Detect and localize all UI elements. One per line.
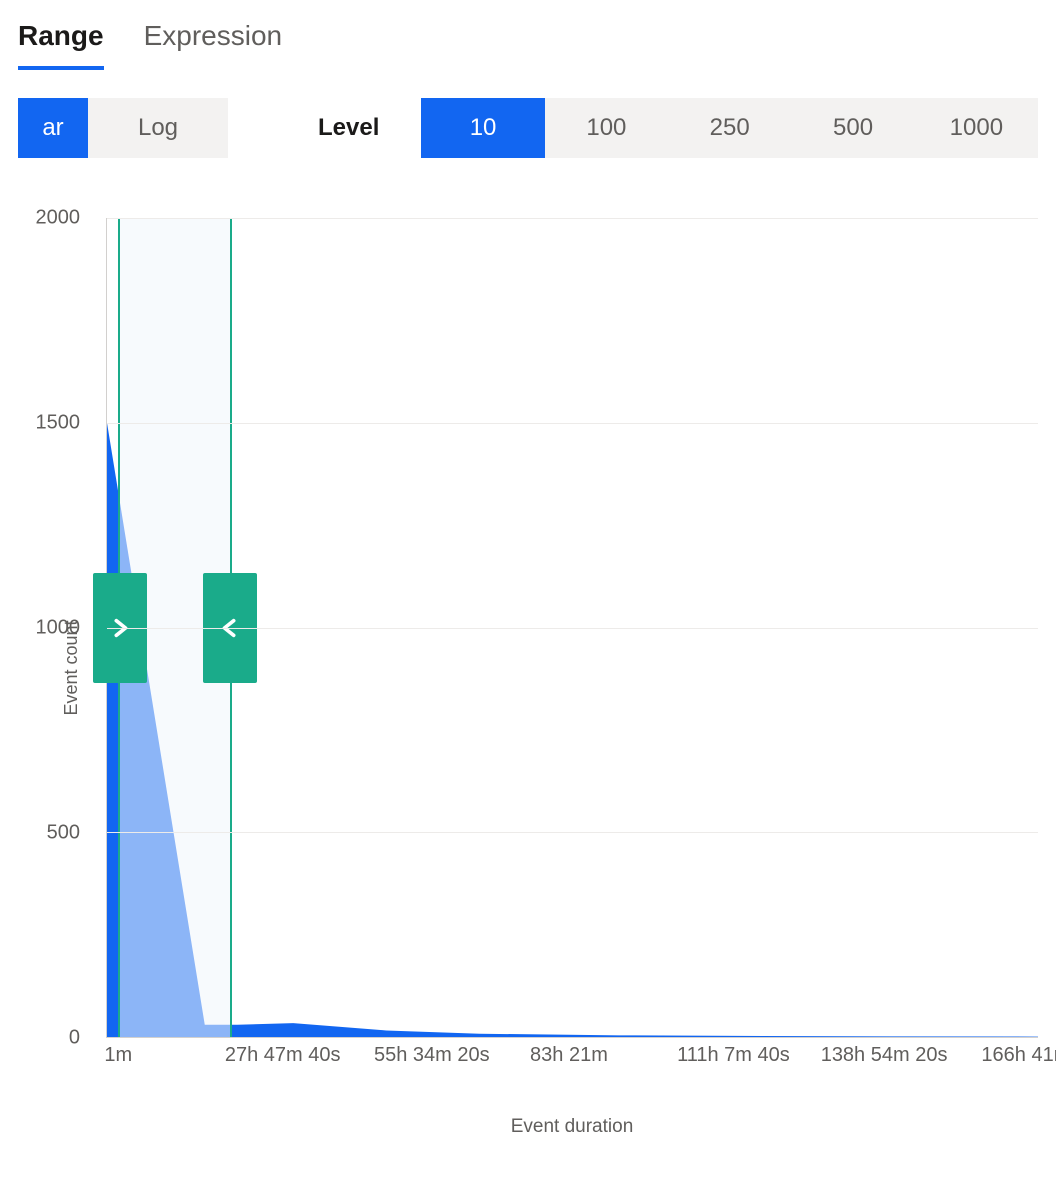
controls-row: ar Log Level 10 100 250 500 1000 xyxy=(18,98,1038,158)
x-tick: 138h 54m 20s xyxy=(821,1044,948,1067)
x-tick: 27h 47m 40s xyxy=(225,1044,341,1067)
level-500-button[interactable]: 500 xyxy=(791,98,914,158)
y-tick: 0 xyxy=(10,1027,80,1050)
scale-toggle: ar Log xyxy=(18,98,228,158)
y-tick: 1000 xyxy=(10,617,80,640)
x-tick: 55h 34m 20s xyxy=(374,1044,490,1067)
level-250-button[interactable]: 250 xyxy=(668,98,791,158)
level-10-button[interactable]: 10 xyxy=(421,98,544,158)
x-tick: 1m xyxy=(104,1044,132,1067)
level-1000-button[interactable]: 1000 xyxy=(915,98,1038,158)
tab-range[interactable]: Range xyxy=(18,12,104,70)
x-axis-label: Event duration xyxy=(106,1116,1038,1138)
chart: Event count 0500100015002000 1m27h 47m 4… xyxy=(18,198,1038,1138)
level-label: Level xyxy=(248,98,401,158)
tab-expression[interactable]: Expression xyxy=(144,12,283,70)
x-tick: 83h 21m xyxy=(530,1044,608,1067)
y-tick: 2000 xyxy=(10,207,80,230)
y-tick: 1500 xyxy=(10,412,80,435)
x-tick: 166h 41m xyxy=(981,1044,1056,1067)
scale-log-button[interactable]: Log xyxy=(88,98,228,158)
x-axis: 1m 27h 47m 40s 55h 34m 20s 83h 21m 111h 7m 4… xyxy=(106,1038,1038,1078)
scale-linear-button[interactable]: ar xyxy=(18,98,88,158)
x-tick: 111h 7m 40s xyxy=(677,1044,790,1067)
level-100-button[interactable]: 100 xyxy=(545,98,668,158)
level-toggle: 10 100 250 500 1000 xyxy=(421,98,1038,158)
plot-area[interactable] xyxy=(106,218,1038,1038)
tabs: Range Expression xyxy=(18,12,1038,70)
y-tick: 500 xyxy=(10,822,80,845)
